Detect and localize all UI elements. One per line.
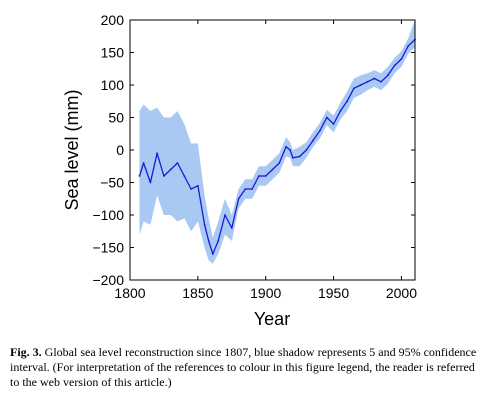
data-point	[339, 110, 342, 112]
x-tick-label: 1850	[182, 285, 213, 301]
sea-level-chart: 1800 1850 1900 1950 2000 −200 −150 −100 −50 0 50 10…	[62, 12, 417, 329]
data-point	[353, 87, 355, 90]
y-tick-label: 200	[101, 12, 125, 28]
data-point	[332, 123, 335, 125]
y-tick-label: 50	[108, 110, 124, 126]
data-point	[142, 162, 145, 164]
data-point	[264, 175, 267, 177]
y-tick-label: 0	[116, 142, 124, 158]
y-tick-label: −200	[92, 272, 124, 288]
data-point	[319, 129, 321, 132]
data-point	[289, 149, 291, 151]
data-point	[407, 45, 410, 47]
data-point	[359, 84, 362, 86]
data-point	[207, 240, 210, 242]
y-axis-label: Sea level (mm)	[62, 89, 82, 210]
data-point	[169, 168, 172, 171]
data-point	[217, 240, 220, 242]
figure-caption-text: Global sea level reconstruction since 18…	[10, 345, 477, 389]
sea-level-line	[138, 39, 416, 255]
y-tick-label: 150	[101, 45, 125, 61]
data-point	[292, 156, 294, 159]
data-point	[138, 175, 141, 177]
data-point	[163, 175, 165, 177]
data-point	[244, 188, 247, 190]
data-point	[251, 188, 254, 190]
data-point	[258, 175, 260, 177]
data-point	[237, 197, 240, 200]
figure-caption: Fig. 3. Global sea level reconstruction …	[10, 345, 480, 390]
data-point	[312, 139, 315, 142]
data-point	[176, 162, 179, 164]
data-point	[224, 214, 226, 216]
x-tick-label: 2000	[386, 285, 417, 301]
data-point	[183, 175, 186, 177]
data-point	[387, 74, 389, 77]
data-point	[366, 80, 369, 83]
data-point	[400, 58, 403, 60]
data-point	[149, 181, 152, 184]
data-point	[298, 155, 301, 158]
x-tick-label: 1900	[250, 285, 281, 301]
data-point	[211, 253, 214, 255]
figure-caption-label: Fig. 3.	[10, 345, 42, 359]
data-point	[285, 145, 287, 148]
x-axis-label: Year	[254, 309, 290, 329]
data-point	[271, 168, 274, 171]
data-point	[190, 188, 193, 190]
y-tick-label: −150	[92, 240, 124, 256]
data-point	[230, 227, 233, 229]
data-point	[346, 100, 348, 103]
x-tick-label: 1800	[114, 285, 145, 301]
data-point	[203, 223, 206, 226]
axes-layer: 1800 1850 1900 1950 2000 −200 −150 −100 −50 0 50 10…	[92, 12, 417, 301]
data-point	[373, 77, 376, 80]
y-tick-label: 100	[101, 77, 125, 93]
data-point	[305, 149, 308, 151]
data-point	[156, 152, 159, 155]
data-point	[197, 184, 199, 187]
plot-layer	[138, 20, 416, 264]
data-point	[393, 64, 396, 67]
data-point	[380, 80, 382, 83]
confidence-band	[139, 20, 415, 264]
data-point	[325, 116, 328, 119]
x-tick-label: 1950	[318, 285, 349, 301]
y-tick-label: −50	[100, 175, 124, 191]
data-point	[278, 162, 281, 164]
y-tick-label: −100	[92, 207, 124, 223]
